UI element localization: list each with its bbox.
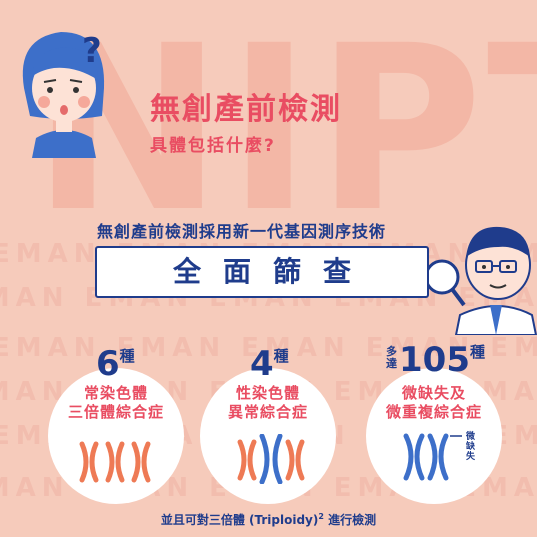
footnote: 並且可對三倍體 (Triploidy)2 進行檢測 (160, 512, 377, 527)
chromosome-autosomal-icon (79, 441, 151, 483)
chromosome-sex-icon (237, 434, 305, 484)
svg-text:?: ? (82, 31, 102, 70)
woman-illustration (22, 32, 105, 158)
svg-text:EMAN EMAN EMAN EMAN EMAN: EMAN EMAN EMAN EMAN EMAN (0, 333, 537, 362)
category-circle-sex (200, 368, 336, 504)
screening-box: 全面篩查 (95, 246, 429, 298)
watermark-row-3: EMAN EMAN EMAN EMAN EMAN (0, 333, 537, 362)
count-unit: 種 (119, 347, 135, 365)
screening-label: 全面篩查 (172, 255, 373, 288)
count-number: 6 (96, 344, 120, 384)
microdeletion-pointer-icon (450, 435, 462, 437)
category-count-sex: 4種 (250, 344, 289, 384)
category-circle-microdeletion (366, 368, 502, 504)
category-label-microdeletion: 微缺失及 微重複綜合症 (385, 384, 482, 421)
count-number: 105 (399, 340, 470, 380)
question-mark-icon: ? (82, 31, 102, 70)
category-circle-autosomal (48, 368, 184, 504)
microdeletion-note: 微缺失 (466, 432, 476, 462)
category-count-autosomal: 6種 (96, 344, 135, 384)
category-label-sex: 性染色體 異常綜合症 (227, 384, 308, 421)
doctor-illustration (424, 226, 537, 335)
category-label-autosomal: 常染色體 三倍體綜合症 (67, 384, 164, 421)
category-count-microdeletion: 多達105種 (386, 340, 485, 380)
count-unit: 種 (469, 343, 485, 361)
count-prefix: 多達 (386, 345, 397, 370)
count-number: 4 (250, 344, 274, 384)
chromosome-microdeletion-icon (403, 433, 449, 481)
technology-statement: 無創產前檢測採用新一代基因測序技術 (97, 222, 387, 241)
page-subtitle: 具體包括什麼? (150, 136, 276, 156)
count-unit: 種 (273, 347, 289, 365)
page-title: 無創產前檢測 (150, 92, 342, 127)
nipt-text: NIPT (32, 0, 537, 262)
